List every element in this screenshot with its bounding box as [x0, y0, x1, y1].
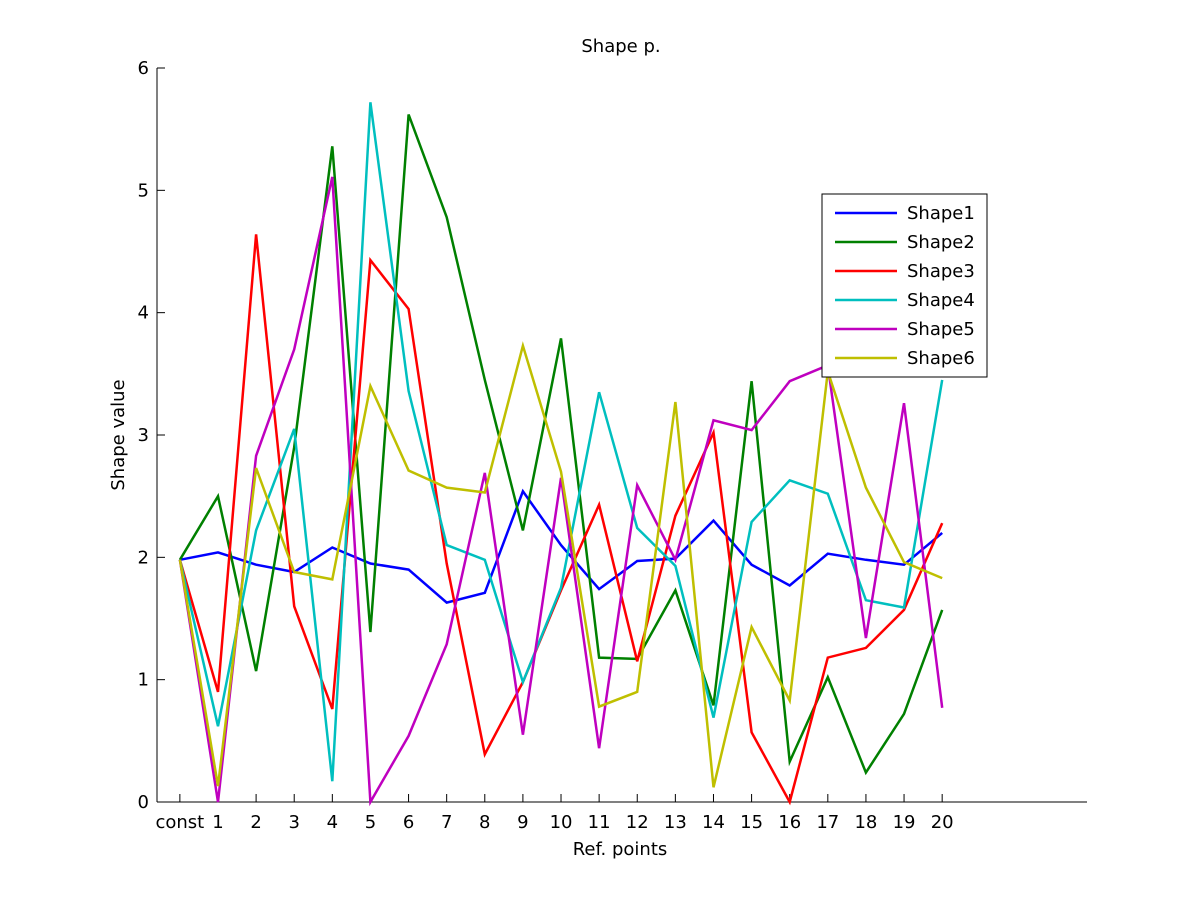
legend: Shape1 Shape2 Shape3 Shape4 Shape5 Shape6 — [821, 193, 988, 378]
legend-label: Shape1 — [907, 203, 975, 224]
x-tick-label: 12 — [626, 812, 649, 833]
legend-label: Shape2 — [907, 232, 975, 253]
legend-label: Shape4 — [907, 290, 975, 311]
legend-label: Shape6 — [907, 348, 975, 369]
x-tick-label: 5 — [365, 812, 376, 833]
chart-title: Shape p. — [581, 36, 660, 57]
x-tick-label: 18 — [854, 812, 877, 833]
x-tick-label: 9 — [517, 812, 528, 833]
legend-label: Shape5 — [907, 319, 975, 340]
x-tick-label: 20 — [931, 812, 954, 833]
x-tick-label: 17 — [816, 812, 839, 833]
legend-label: Shape3 — [907, 261, 975, 282]
y-axis-label: Shape value — [108, 379, 129, 490]
x-tick-label: 3 — [288, 812, 299, 833]
x-tick-label: 15 — [740, 812, 763, 833]
x-tick-label: 6 — [403, 812, 414, 833]
series-line-shape1 — [179, 488, 943, 604]
x-tick-label: 2 — [250, 812, 261, 833]
y-tick-label: 4 — [138, 303, 149, 324]
y-ticks: 0 1 2 3 4 5 6 — [138, 58, 165, 813]
x-tick-label: 13 — [664, 812, 687, 833]
series-line-shape6 — [178, 341, 943, 788]
x-tick-label: 14 — [702, 812, 725, 833]
x-axis-label: Ref. points — [573, 839, 668, 860]
x-ticks: const 1 2 3 4 5 6 7 8 9 10 11 12 13 14 15 16 17 18 19 20 — [155, 794, 954, 833]
x-tick-label: 11 — [588, 812, 611, 833]
x-tick-label: 8 — [479, 812, 490, 833]
y-tick-label: 5 — [138, 180, 149, 201]
x-tick-label: const — [155, 812, 204, 833]
x-tick-label: 10 — [550, 812, 573, 833]
x-tick-label: 1 — [212, 812, 223, 833]
x-tick-label: 7 — [441, 812, 452, 833]
x-tick-label: 16 — [778, 812, 801, 833]
y-tick-label: 6 — [138, 58, 149, 79]
y-tick-label: 1 — [138, 670, 149, 691]
x-tick-label: 4 — [327, 812, 338, 833]
y-tick-label: 2 — [138, 547, 149, 568]
y-tick-label: 3 — [138, 425, 149, 446]
x-tick-label: 19 — [893, 812, 916, 833]
legend-box — [821, 193, 988, 378]
y-tick-label: 0 — [138, 792, 149, 813]
series-lines — [178, 102, 944, 807]
